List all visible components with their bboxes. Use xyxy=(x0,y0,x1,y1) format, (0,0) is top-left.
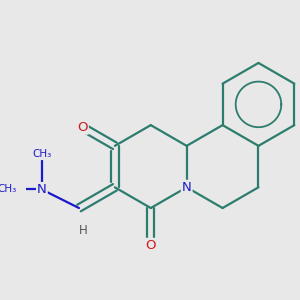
Text: N: N xyxy=(182,181,191,194)
Text: O: O xyxy=(77,121,88,134)
Text: H: H xyxy=(79,224,88,237)
Text: CH₃: CH₃ xyxy=(0,184,16,194)
Text: N: N xyxy=(37,183,47,196)
Text: O: O xyxy=(146,239,156,252)
Text: CH₃: CH₃ xyxy=(32,149,52,159)
